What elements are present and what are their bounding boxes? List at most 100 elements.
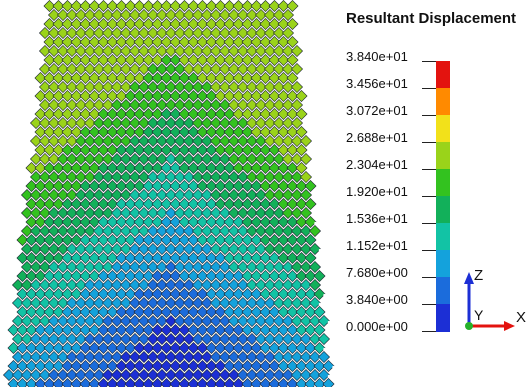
mesh-element	[286, 377, 299, 387]
mesh-element	[142, 71, 155, 85]
mesh-element	[241, 89, 254, 103]
mesh-element	[34, 323, 47, 337]
mesh-element	[254, 332, 268, 346]
mesh-element	[196, 17, 209, 31]
mesh-element	[187, 233, 200, 247]
mesh-element	[74, 242, 88, 256]
mesh-element	[34, 107, 47, 121]
legend-value-label: 1.920e+01	[346, 184, 408, 199]
mesh-element	[191, 116, 205, 130]
mesh-element	[182, 98, 196, 112]
mesh-element	[142, 0, 155, 13]
mesh-element	[34, 287, 47, 301]
mesh-element	[160, 71, 173, 85]
mesh-element	[151, 197, 164, 211]
mesh-element	[277, 197, 290, 211]
mesh-element	[70, 107, 83, 121]
mesh-element	[119, 350, 133, 364]
mesh-element	[101, 350, 115, 364]
mesh-element	[209, 350, 223, 364]
mesh-element	[178, 197, 191, 211]
coordinate-triad: Z X Y	[464, 267, 526, 331]
mesh-element	[74, 80, 88, 94]
mesh-element	[196, 251, 209, 265]
mesh-element	[164, 224, 178, 238]
mesh-element	[56, 62, 70, 76]
mesh-element	[74, 332, 88, 346]
mesh-element	[70, 35, 83, 49]
mesh-element	[268, 53, 281, 67]
mesh-element	[142, 35, 155, 49]
mesh-element	[119, 134, 133, 148]
mesh-element	[187, 287, 200, 301]
mesh-element	[223, 323, 236, 337]
mesh-element	[250, 377, 263, 387]
mesh-element	[115, 71, 128, 85]
mesh-element	[155, 80, 169, 94]
mesh-element	[106, 53, 119, 67]
mesh-element	[205, 179, 218, 193]
mesh-element	[209, 314, 223, 328]
mesh-element	[25, 251, 38, 265]
mesh-element	[272, 44, 286, 58]
mesh-element	[74, 188, 88, 202]
legend-tick	[422, 61, 436, 62]
mesh-element	[34, 197, 47, 211]
mesh-element	[88, 233, 101, 247]
mesh-element	[115, 17, 128, 31]
mesh-element	[56, 350, 70, 364]
mesh-element	[110, 368, 124, 382]
mesh-element	[92, 116, 106, 130]
mesh-element	[70, 269, 83, 283]
mesh-element	[178, 251, 191, 265]
mesh-element	[214, 0, 227, 13]
mesh-element	[218, 368, 232, 382]
mesh-element	[142, 53, 155, 67]
mesh-element	[218, 98, 232, 112]
mesh-element	[317, 314, 331, 328]
mesh-element	[277, 233, 290, 247]
mesh-element	[205, 251, 218, 265]
mesh-element	[92, 224, 106, 238]
mesh-element	[74, 98, 88, 112]
mesh-element	[142, 359, 155, 373]
mesh-element	[70, 305, 83, 319]
mesh-element	[259, 53, 272, 67]
mesh-element	[241, 323, 254, 337]
mesh-element	[214, 215, 227, 229]
mesh-element	[61, 251, 74, 265]
mesh-element	[196, 215, 209, 229]
mesh-element	[29, 260, 43, 274]
mesh-element	[20, 350, 34, 364]
mesh-element	[146, 80, 160, 94]
mesh-element	[250, 35, 263, 49]
mesh-element	[34, 71, 47, 85]
mesh-element	[263, 8, 277, 22]
mesh-element	[232, 197, 245, 211]
mesh-element	[286, 323, 299, 337]
mesh-element	[173, 152, 187, 166]
mesh-element	[38, 368, 52, 382]
mesh-element	[43, 323, 56, 337]
mesh-element	[83, 98, 97, 112]
mesh-element	[38, 170, 52, 184]
mesh-element	[34, 251, 47, 265]
mesh-element	[205, 197, 218, 211]
mesh-element	[29, 170, 43, 184]
mesh-element	[295, 251, 308, 265]
mesh-element	[218, 332, 232, 346]
mesh-element	[200, 278, 214, 292]
mesh-element	[277, 305, 290, 319]
mesh-element	[151, 305, 164, 319]
mesh-element	[191, 152, 205, 166]
mesh-element	[173, 296, 187, 310]
mesh-element	[205, 0, 218, 13]
mesh-element	[79, 143, 92, 157]
displacement-mesh-plot[interactable]	[0, 0, 340, 387]
mesh-element	[47, 170, 61, 184]
mesh-element	[56, 80, 70, 94]
mesh-element	[241, 287, 254, 301]
mesh-element	[290, 314, 304, 328]
mesh-element	[88, 269, 101, 283]
